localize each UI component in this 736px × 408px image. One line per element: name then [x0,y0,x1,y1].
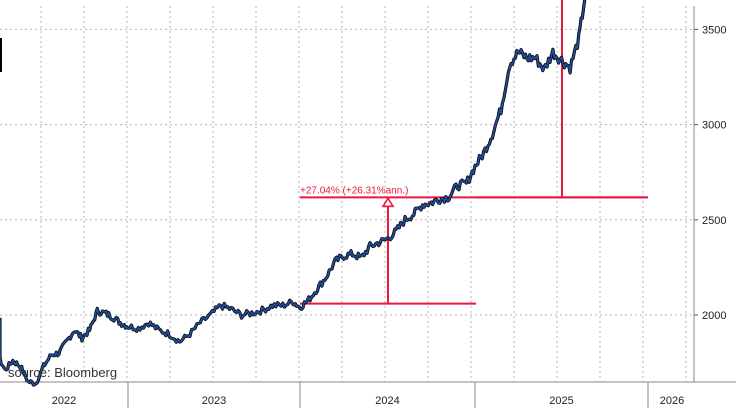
x-tick-label: 2026 [660,395,684,407]
y-tick-label: 3500 [702,24,726,36]
y-tick-label: 3000 [702,120,726,132]
x-tick-label: 2025 [549,395,573,407]
axis-layer: 2000 2500 3000 3500 2022 2023 2024 2025 2026 [0,6,736,408]
y-tick-label: 2500 [702,215,726,227]
label-layer: source: Bloomberg4945.66 [8,365,117,380]
annotation-layer: +27.04% (+26.31%ann.)+65.76% (+67.41%ann… [300,0,648,305]
y-tick-label: 2000 [702,310,726,322]
bracket-arrow-head [381,196,395,208]
source-label: source: Bloomberg [8,365,117,380]
x-tick-label: 2022 [52,395,76,407]
series-layer [0,0,587,387]
series-line [0,0,586,386]
grid-layer [0,6,694,382]
bracket-label: +27.04% (+26.31%ann.) [300,185,408,196]
x-tick-label: 2024 [375,395,399,407]
x-tick-label: 2023 [202,395,226,407]
